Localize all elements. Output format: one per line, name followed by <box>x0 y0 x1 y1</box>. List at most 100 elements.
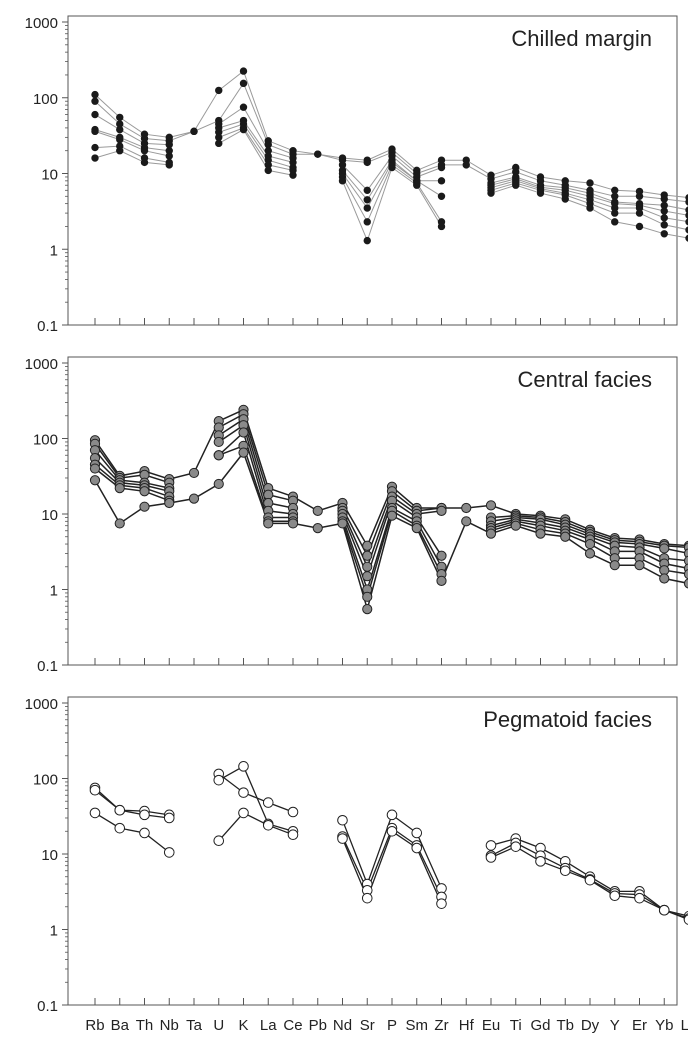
data-point <box>287 518 299 529</box>
series-line-3 <box>218 106 294 159</box>
x-tick-label-Y: Y <box>610 1017 620 1034</box>
data-point <box>436 898 447 909</box>
data-point <box>584 874 596 886</box>
data-point <box>510 520 521 531</box>
plot-frame <box>67 15 678 326</box>
data-point <box>660 207 668 215</box>
data-point <box>164 497 175 509</box>
data-point <box>188 493 200 504</box>
data-point <box>586 179 594 187</box>
data-point <box>411 827 423 839</box>
data-point <box>683 569 688 580</box>
data-point <box>660 214 668 222</box>
data-point <box>215 139 223 148</box>
data-point <box>163 812 175 824</box>
data-point <box>683 555 688 566</box>
data-point <box>116 135 124 144</box>
data-point <box>611 209 619 217</box>
series-line-6 <box>94 145 170 163</box>
series-line-6 <box>341 509 443 600</box>
data-point <box>362 550 373 561</box>
x-tick-label-K: K <box>238 1017 248 1034</box>
data-point <box>685 211 688 219</box>
x-tick-label-Ba: Ba <box>111 1017 130 1034</box>
data-point <box>535 528 546 539</box>
data-point <box>91 110 99 119</box>
data-point <box>312 523 323 534</box>
series-line-2 <box>341 827 443 898</box>
series-line-3 <box>94 449 170 489</box>
data-point <box>388 163 396 172</box>
data-point <box>239 103 248 111</box>
data-point <box>89 784 101 796</box>
data-point <box>140 146 149 155</box>
y-tick-label: 0.1 <box>37 318 58 335</box>
data-point <box>584 538 596 550</box>
x-tick-label-P: P <box>387 1017 397 1034</box>
data-point <box>190 127 198 136</box>
data-point <box>510 841 522 852</box>
data-point <box>683 914 688 925</box>
data-point <box>584 548 596 559</box>
data-point <box>611 218 619 226</box>
data-point <box>363 196 371 204</box>
data-point <box>487 189 495 197</box>
data-point <box>685 226 688 234</box>
y-tick-label: 10 <box>41 507 58 524</box>
y-tick-label: 1 <box>50 923 58 940</box>
series-line-6 <box>94 467 170 502</box>
x-tick-label-Zr: Zr <box>434 1017 448 1034</box>
data-point <box>512 181 520 189</box>
series-line-4 <box>94 129 170 152</box>
y-tick-label: 0.1 <box>37 998 58 1015</box>
data-point <box>437 222 446 231</box>
panel-title: Chilled margin <box>511 26 652 51</box>
x-tick-label-Sr: Sr <box>360 1017 375 1034</box>
data-point <box>213 436 224 448</box>
data-point <box>213 478 224 490</box>
data-point <box>411 523 422 534</box>
series-line-1 <box>94 70 688 198</box>
series-line-5 <box>94 464 170 498</box>
series-line-4 <box>94 457 170 493</box>
data-point <box>263 518 274 529</box>
y-tick-label: 10 <box>41 847 58 864</box>
data-point <box>361 892 373 904</box>
x-tick-label-Ti: Ti <box>510 1017 522 1034</box>
data-point <box>188 467 200 479</box>
data-point <box>91 127 99 136</box>
data-point <box>659 543 670 554</box>
data-point <box>139 486 150 497</box>
series-line-2 <box>94 82 688 203</box>
data-point <box>337 814 348 826</box>
data-point <box>561 195 569 203</box>
data-point <box>114 804 126 816</box>
data-point <box>89 475 101 486</box>
data-point <box>386 510 398 521</box>
x-tick-label-Ta: Ta <box>186 1017 203 1034</box>
data-point <box>386 809 398 821</box>
data-point <box>362 571 373 582</box>
data-point <box>89 463 101 474</box>
series-line-2 <box>218 765 294 832</box>
x-tick-label-Hf: Hf <box>459 1017 475 1034</box>
panel-title: Pegmatoid facies <box>483 707 652 732</box>
data-point <box>634 892 645 904</box>
series-line-4 <box>218 120 294 163</box>
series-line-6 <box>218 444 293 523</box>
series-line-2 <box>94 789 170 819</box>
y-tick-label: 100 <box>33 91 58 108</box>
data-point <box>436 550 447 561</box>
data-point <box>635 209 644 217</box>
x-tick-label-Th: Th <box>136 1017 154 1034</box>
series-line-3 <box>218 812 294 842</box>
data-point <box>609 890 621 902</box>
data-point <box>363 158 371 167</box>
data-point <box>660 195 668 203</box>
plot-frame <box>67 696 678 1006</box>
series-line-7 <box>218 128 294 176</box>
x-tick-label-Nb: Nb <box>160 1017 179 1034</box>
data-point <box>685 198 688 206</box>
data-point <box>238 427 249 438</box>
data-point <box>363 218 371 226</box>
